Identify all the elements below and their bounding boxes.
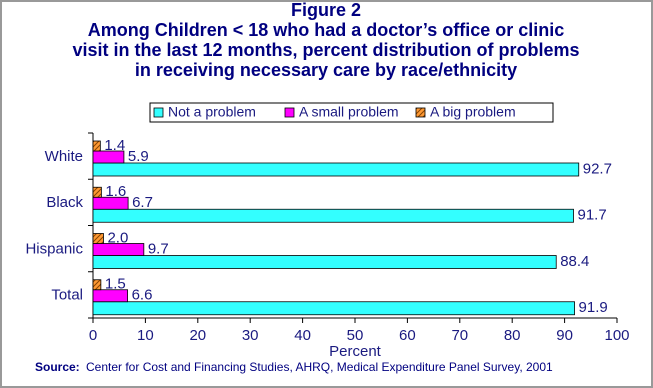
x-tick-label: 90 [556, 327, 573, 344]
bar [92, 279, 102, 291]
bar [92, 140, 101, 152]
y-tick-label: Total [51, 287, 83, 304]
chart-title: visit in the last 12 months, percent dis… [72, 40, 579, 60]
legend-swatch [153, 107, 164, 118]
value-label: 1.6 [105, 183, 126, 200]
value-label: 5.9 [128, 148, 149, 165]
y-tick-label: White [45, 148, 83, 165]
legend-label: A big problem [430, 104, 516, 120]
x-axis-label: Percent [329, 343, 382, 360]
source: Center for Cost and Financing Studies, A… [86, 360, 553, 374]
x-tick-label: 60 [399, 327, 416, 344]
y-tick-label: Black [46, 194, 83, 211]
value-label: 1.4 [104, 137, 125, 154]
value-label: 6.7 [132, 194, 153, 211]
x-tick-label: 10 [137, 327, 154, 344]
x-tick-label: 0 [89, 327, 97, 344]
bar [92, 289, 128, 303]
legend-label: A small problem [299, 104, 399, 120]
bar [92, 196, 129, 210]
bar [92, 255, 557, 269]
value-label: 6.6 [132, 287, 153, 304]
figure-label: Figure 2 [291, 0, 361, 20]
legend-swatch [284, 107, 295, 118]
x-tick-label: 70 [451, 327, 468, 344]
bar [92, 301, 575, 316]
x-tick-label: 40 [294, 327, 311, 344]
chart-title: Among Children < 18 who had a doctor’s o… [88, 20, 565, 40]
y-tick-label: Hispanic [25, 240, 83, 257]
x-tick-label: 100 [604, 327, 629, 344]
value-label: 2.0 [107, 229, 128, 246]
value-label: 88.4 [560, 253, 589, 270]
bar [92, 162, 580, 177]
bar [92, 208, 574, 223]
value-label: 1.5 [105, 276, 126, 293]
plot-area [93, 133, 617, 318]
x-tick-label: 50 [347, 327, 364, 344]
value-label: 9.7 [148, 240, 169, 257]
source-label: Source: [35, 360, 80, 374]
legend [149, 102, 554, 123]
value-label: 91.7 [578, 207, 607, 224]
legend-label: Not a problem [168, 104, 256, 120]
x-tick-label: 30 [242, 327, 259, 344]
bar [92, 243, 145, 256]
x-tick-label: 80 [504, 327, 521, 344]
bar [92, 186, 102, 198]
chart-title: in receiving necessary care by race/ethn… [135, 60, 517, 80]
bar [92, 233, 104, 244]
value-label: 92.7 [583, 160, 612, 177]
value-label: 91.9 [579, 299, 608, 316]
bar [92, 150, 125, 164]
legend-swatch [415, 107, 426, 118]
x-tick-label: 20 [189, 327, 206, 344]
